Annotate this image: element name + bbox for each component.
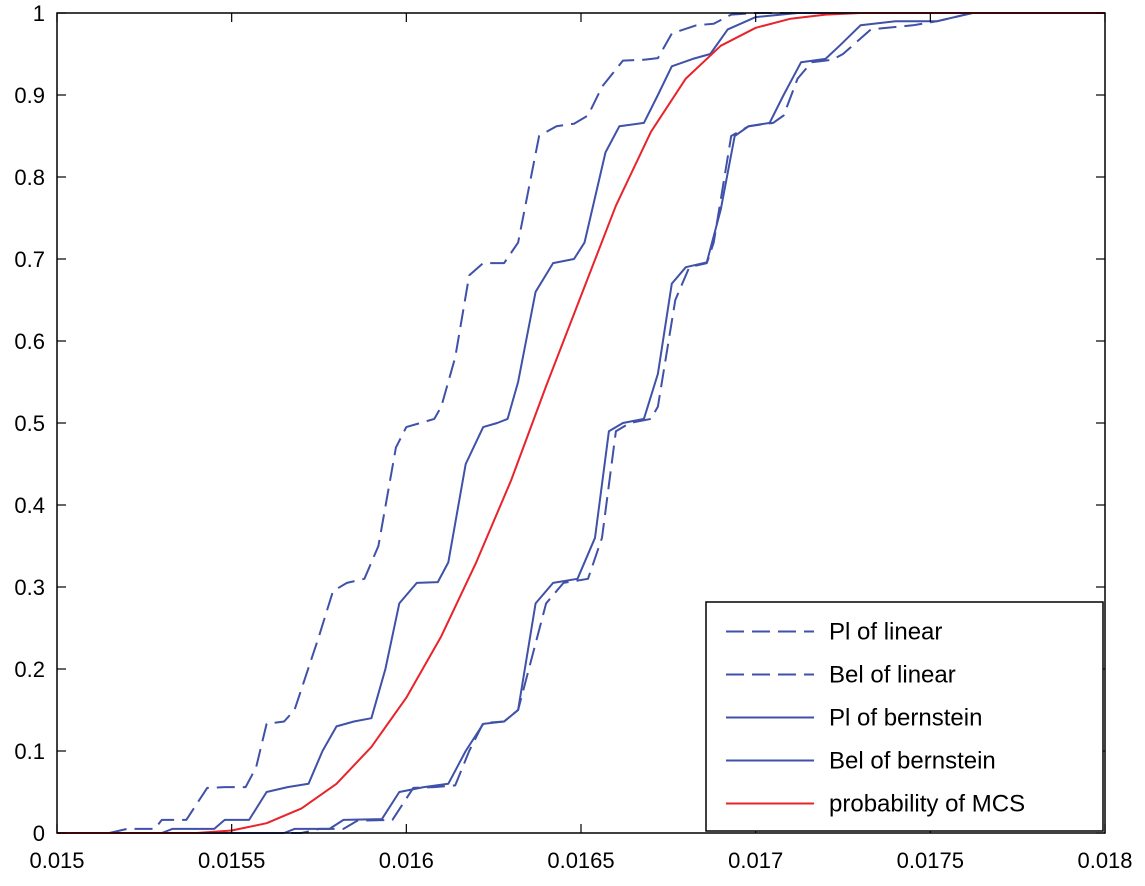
x-tick-label: 0.017 bbox=[728, 848, 783, 873]
series-layer bbox=[57, 12, 1105, 834]
y-tick-label: 0.3 bbox=[14, 575, 45, 600]
legend-label-bel-of-bernstein: Bel of bernstein bbox=[829, 748, 996, 775]
series-line-probability-of-mcs bbox=[57, 12, 1105, 834]
legend-label-pl-of-bernstein: Pl of bernstein bbox=[829, 705, 982, 732]
x-tick-label: 0.0155 bbox=[198, 848, 265, 873]
x-tick-label: 0.016 bbox=[379, 848, 434, 873]
y-tick-label: 1 bbox=[33, 1, 45, 26]
series-line-pl-of-linear bbox=[57, 12, 1105, 834]
legend-label-probability-of-mcs: probability of MCS bbox=[829, 791, 1025, 818]
y-tick-label: 0.4 bbox=[14, 493, 45, 518]
y-tick-label: 0.8 bbox=[14, 165, 45, 190]
y-tick-label: 0 bbox=[33, 821, 45, 846]
series-line-bel-of-bernstein bbox=[57, 12, 1105, 834]
series-line-pl-of-bernstein bbox=[57, 12, 1105, 834]
x-tick-label: 0.0175 bbox=[897, 848, 964, 873]
legend: Pl of linear Bel of linear Pl of bernstein… bbox=[705, 601, 1104, 832]
legend-label-pl-of-linear: Pl of linear bbox=[829, 619, 942, 646]
x-tick-label: 0.0165 bbox=[547, 848, 614, 873]
axes: 0.015 0.0155 0.016 0.0165 0.017 0.0175 0.018 0 0… bbox=[14, 1, 1132, 873]
y-tick-label: 0.2 bbox=[14, 657, 45, 682]
y-tick-label: 0.9 bbox=[14, 83, 45, 108]
x-tick-label: 0.015 bbox=[29, 848, 84, 873]
x-tick-label: 0.018 bbox=[1077, 848, 1132, 873]
legend-label-bel-of-linear: Bel of linear bbox=[829, 662, 956, 689]
y-tick-label: 0.1 bbox=[14, 739, 45, 764]
y-tick-label: 0.5 bbox=[14, 411, 45, 436]
y-tick-label: 0.6 bbox=[14, 329, 45, 354]
y-tick-label: 0.7 bbox=[14, 247, 45, 272]
